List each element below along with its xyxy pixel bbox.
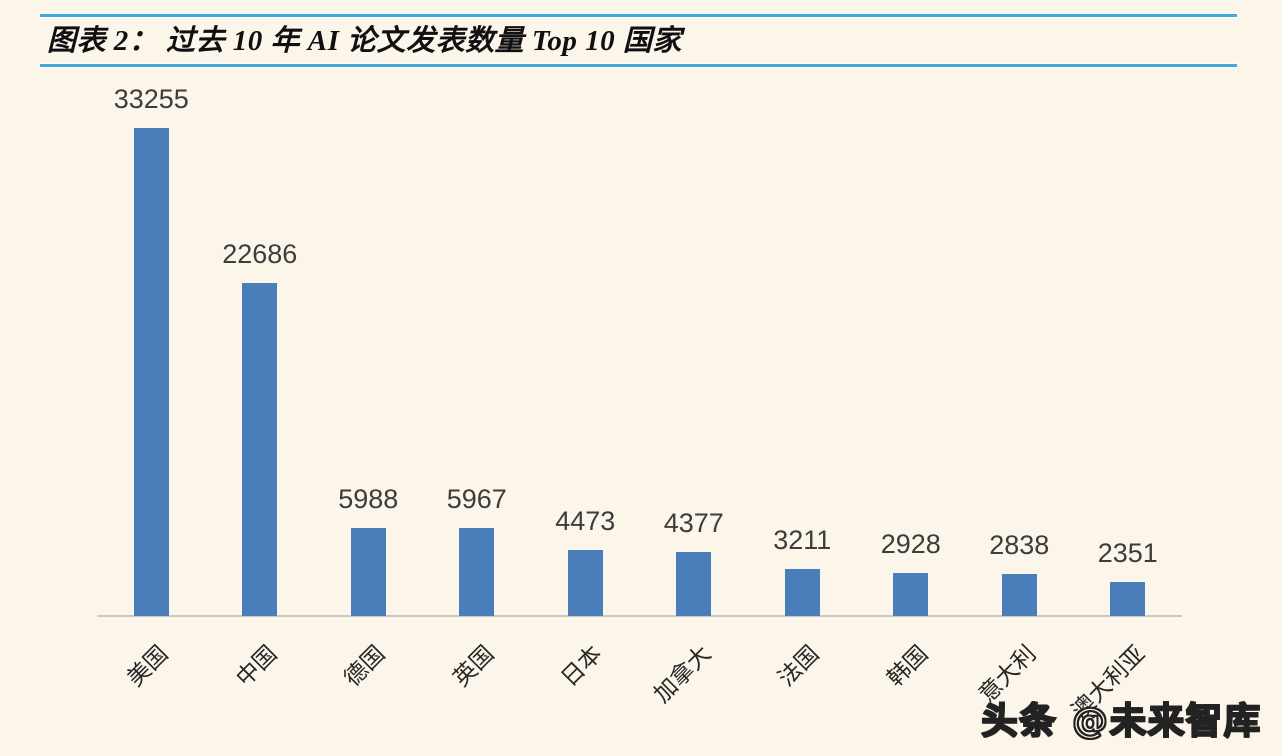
category-label: 法国 xyxy=(773,641,824,692)
bar-value-label: 3211 xyxy=(773,525,832,555)
category-label: 韩国 xyxy=(882,641,933,692)
category-label: 中国 xyxy=(231,641,282,692)
category-label: 英国 xyxy=(448,641,499,692)
bar-value-label: 5988 xyxy=(338,484,399,514)
bar xyxy=(1001,574,1037,616)
title-bottom-rule xyxy=(40,64,1237,67)
bar-value-label: 2351 xyxy=(1097,538,1158,568)
bar-value-label: 4377 xyxy=(663,508,724,538)
x-axis-line xyxy=(97,615,1182,617)
bar-value-label: 2838 xyxy=(989,530,1050,560)
bar xyxy=(567,550,603,616)
title-top-rule xyxy=(40,14,1237,17)
bar xyxy=(676,552,712,616)
bar xyxy=(784,569,820,616)
bar xyxy=(133,128,169,616)
bar-value-label: 5967 xyxy=(446,484,507,514)
category-label: 德国 xyxy=(339,641,390,692)
category-label: 日本 xyxy=(556,641,607,692)
bar xyxy=(459,528,495,616)
category-label: 加拿大 xyxy=(648,641,716,708)
bar-value-label: 4473 xyxy=(555,506,616,536)
bar xyxy=(893,573,929,616)
category-label: 美国 xyxy=(122,641,173,692)
watermark: 头条 @未来智库 xyxy=(980,700,1262,743)
bar xyxy=(350,528,386,616)
bar-value-label: 22686 xyxy=(222,239,298,269)
bar-value-label: 2928 xyxy=(880,529,941,559)
bar-value-label: 33255 xyxy=(113,84,189,114)
chart-title: 图表 2： 过去 10 年 AI 论文发表数量 Top 10 国家 xyxy=(47,25,682,57)
bar xyxy=(242,283,278,616)
bar xyxy=(1110,582,1146,616)
